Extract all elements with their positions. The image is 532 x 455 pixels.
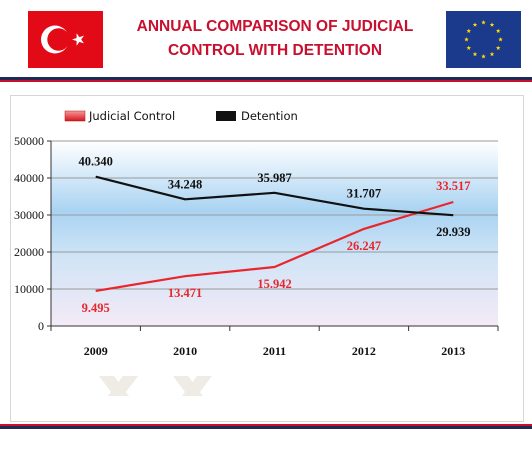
y-tick-label: 0 — [38, 319, 44, 333]
judicial-control-data-label: 33.517 — [436, 179, 470, 193]
x-tick-label: 2011 — [263, 344, 286, 358]
detention-data-label: 31.707 — [347, 187, 381, 201]
turkey-flag-icon — [28, 11, 103, 68]
legend: Judicial Control Detention — [64, 109, 298, 123]
eu-star-icon — [466, 28, 472, 33]
judicial-control-data-label: 15.942 — [257, 277, 291, 291]
plot-area — [51, 141, 498, 326]
judicial-control-data-label: 13.471 — [168, 286, 202, 300]
detention-data-label: 35.987 — [257, 171, 291, 185]
eu-star-icon — [495, 28, 501, 33]
x-tick-label: 2013 — [441, 344, 465, 358]
x-tick-label: 2010 — [173, 344, 197, 358]
y-tick-label: 30000 — [14, 208, 44, 222]
bottom-rule-navy — [0, 426, 532, 429]
x-tick-label: 2012 — [352, 344, 376, 358]
detention-data-label: 29.939 — [436, 225, 470, 239]
eu-star-icon — [466, 45, 472, 50]
chart-panel: 0 10000 20000 30000 40000 50000 2009 2010 2011 20… — [10, 95, 524, 422]
eu-star-icon — [472, 51, 478, 57]
legend-label-judicial: Judicial Control — [88, 109, 175, 123]
y-tick-label: 10000 — [14, 282, 44, 296]
x-tick-label: 2009 — [84, 344, 108, 358]
top-rule-navy — [0, 77, 532, 80]
y-tick-label: 50000 — [14, 134, 44, 148]
eu-star-icon — [464, 37, 469, 42]
legend-swatch-judicial — [64, 110, 86, 122]
eu-star-icon — [489, 51, 495, 57]
eu-star-icon — [472, 22, 478, 27]
eu-star-icon — [481, 54, 486, 59]
eu-star-icon — [498, 37, 503, 42]
detention-data-label: 34.248 — [168, 177, 202, 191]
y-tick-label: 40000 — [14, 171, 44, 185]
line-chart: 0 10000 20000 30000 40000 50000 2009 2010 2011 20… — [14, 109, 499, 396]
judicial-control-line — [95, 200, 454, 292]
slide-title: ANNUAL COMPARISON OF JUDICIAL CONTROL WIT… — [136, 18, 414, 59]
eu-star-icon — [481, 20, 486, 25]
detention-data-label: 40.340 — [79, 155, 113, 169]
eu-star-icon — [495, 45, 501, 50]
legend-swatch-detention — [216, 111, 236, 121]
top-rule-red — [0, 80, 532, 82]
eu-flag-icon — [446, 11, 521, 68]
decorative-chevrons — [99, 376, 212, 396]
y-tick-label: 20000 — [14, 245, 44, 259]
legend-label-detention: Detention — [241, 109, 298, 123]
judicial-control-data-label: 26.247 — [347, 239, 381, 253]
eu-star-icon — [489, 22, 495, 27]
bottom-rule-red — [0, 424, 532, 426]
detention-line — [95, 175, 454, 217]
judicial-control-data-label: 9.495 — [82, 301, 110, 315]
